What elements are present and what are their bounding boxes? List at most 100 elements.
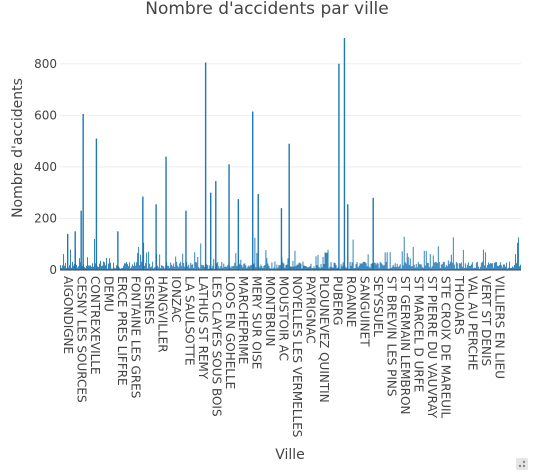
bar[interactable] — [84, 267, 85, 270]
bar[interactable] — [182, 253, 184, 270]
bar[interactable] — [264, 264, 266, 270]
bar[interactable] — [366, 266, 368, 270]
bar[interactable] — [484, 252, 486, 270]
bar[interactable] — [461, 266, 463, 270]
bar[interactable] — [320, 264, 322, 270]
bar[interactable] — [101, 266, 102, 270]
bar[interactable] — [100, 260, 101, 270]
bar[interactable] — [157, 265, 159, 270]
bar[interactable] — [231, 266, 233, 270]
bar[interactable] — [474, 267, 476, 270]
bar[interactable] — [389, 252, 391, 270]
bar[interactable] — [478, 268, 480, 270]
bar[interactable] — [390, 268, 392, 270]
bar[interactable] — [201, 264, 203, 270]
bar[interactable] — [267, 263, 269, 270]
bar[interactable] — [253, 263, 255, 270]
bar[interactable] — [193, 268, 195, 270]
bar[interactable] — [254, 237, 256, 270]
bar[interactable] — [391, 266, 393, 270]
bar[interactable] — [216, 263, 218, 270]
bar[interactable] — [465, 267, 467, 270]
bar[interactable] — [319, 268, 321, 270]
bar-spike[interactable] — [185, 210, 187, 270]
bar[interactable] — [412, 247, 414, 270]
bar[interactable] — [70, 249, 71, 270]
bar[interactable] — [137, 253, 139, 270]
bar[interactable] — [430, 267, 432, 270]
bar[interactable] — [408, 264, 410, 270]
bar-spike[interactable] — [142, 196, 144, 270]
bar[interactable] — [471, 262, 473, 270]
bar-spike[interactable] — [117, 231, 119, 270]
bar[interactable] — [342, 262, 344, 270]
bar[interactable] — [460, 262, 462, 270]
bar[interactable] — [420, 264, 422, 270]
bar[interactable] — [291, 266, 293, 270]
bar[interactable] — [295, 266, 297, 270]
bar[interactable] — [333, 262, 335, 270]
bar[interactable] — [207, 265, 209, 270]
bar[interactable] — [141, 261, 143, 270]
bar[interactable] — [479, 266, 481, 270]
bar[interactable] — [444, 267, 446, 270]
bar[interactable] — [398, 266, 400, 270]
bar[interactable] — [466, 264, 468, 270]
bar[interactable] — [411, 266, 413, 270]
bar[interactable] — [401, 251, 403, 270]
bar-spike[interactable] — [165, 156, 167, 270]
bar[interactable] — [318, 266, 320, 270]
bar[interactable] — [129, 262, 131, 270]
bar[interactable] — [180, 261, 182, 270]
bar-spike[interactable] — [343, 38, 346, 270]
bar[interactable] — [241, 265, 243, 270]
bar[interactable] — [139, 265, 141, 270]
bar[interactable] — [152, 261, 154, 270]
bar[interactable] — [331, 267, 333, 270]
bar[interactable] — [518, 266, 520, 270]
bar[interactable] — [510, 267, 512, 270]
bar[interactable] — [211, 268, 213, 270]
bar[interactable] — [370, 264, 372, 270]
bar[interactable] — [173, 263, 175, 270]
bar[interactable] — [74, 263, 75, 270]
bar[interactable] — [213, 259, 215, 270]
bar[interactable] — [353, 268, 355, 270]
bar[interactable] — [302, 261, 304, 270]
bar[interactable] — [126, 261, 128, 270]
bar[interactable] — [159, 254, 161, 270]
bar[interactable] — [397, 267, 399, 270]
bar[interactable] — [432, 255, 434, 270]
bar[interactable] — [507, 267, 509, 270]
bar[interactable] — [240, 259, 242, 270]
bar[interactable] — [105, 265, 106, 270]
bar[interactable] — [154, 267, 156, 270]
bar-spike[interactable] — [74, 231, 76, 270]
bar[interactable] — [196, 262, 198, 270]
bar[interactable] — [449, 261, 451, 270]
bar[interactable] — [362, 261, 364, 270]
bar[interactable] — [232, 266, 234, 270]
bar[interactable] — [495, 261, 497, 270]
bar[interactable] — [464, 263, 466, 270]
bar[interactable] — [463, 268, 465, 270]
bar[interactable] — [468, 266, 470, 270]
bar[interactable] — [424, 265, 426, 270]
bar[interactable] — [106, 257, 108, 270]
bar-spike[interactable] — [155, 204, 157, 270]
bar[interactable] — [452, 237, 454, 270]
bar[interactable] — [103, 261, 104, 270]
bar[interactable] — [369, 267, 371, 270]
bar[interactable] — [181, 266, 183, 270]
bar[interactable] — [243, 263, 245, 270]
bar[interactable] — [322, 256, 324, 270]
bar[interactable] — [222, 267, 224, 270]
bar[interactable] — [327, 249, 329, 270]
bar[interactable] — [239, 264, 241, 270]
bar[interactable] — [467, 262, 469, 270]
bar[interactable] — [273, 267, 275, 270]
bar[interactable] — [413, 264, 415, 270]
bar[interactable] — [261, 266, 263, 270]
bar[interactable] — [423, 250, 425, 270]
bar[interactable] — [131, 266, 133, 270]
